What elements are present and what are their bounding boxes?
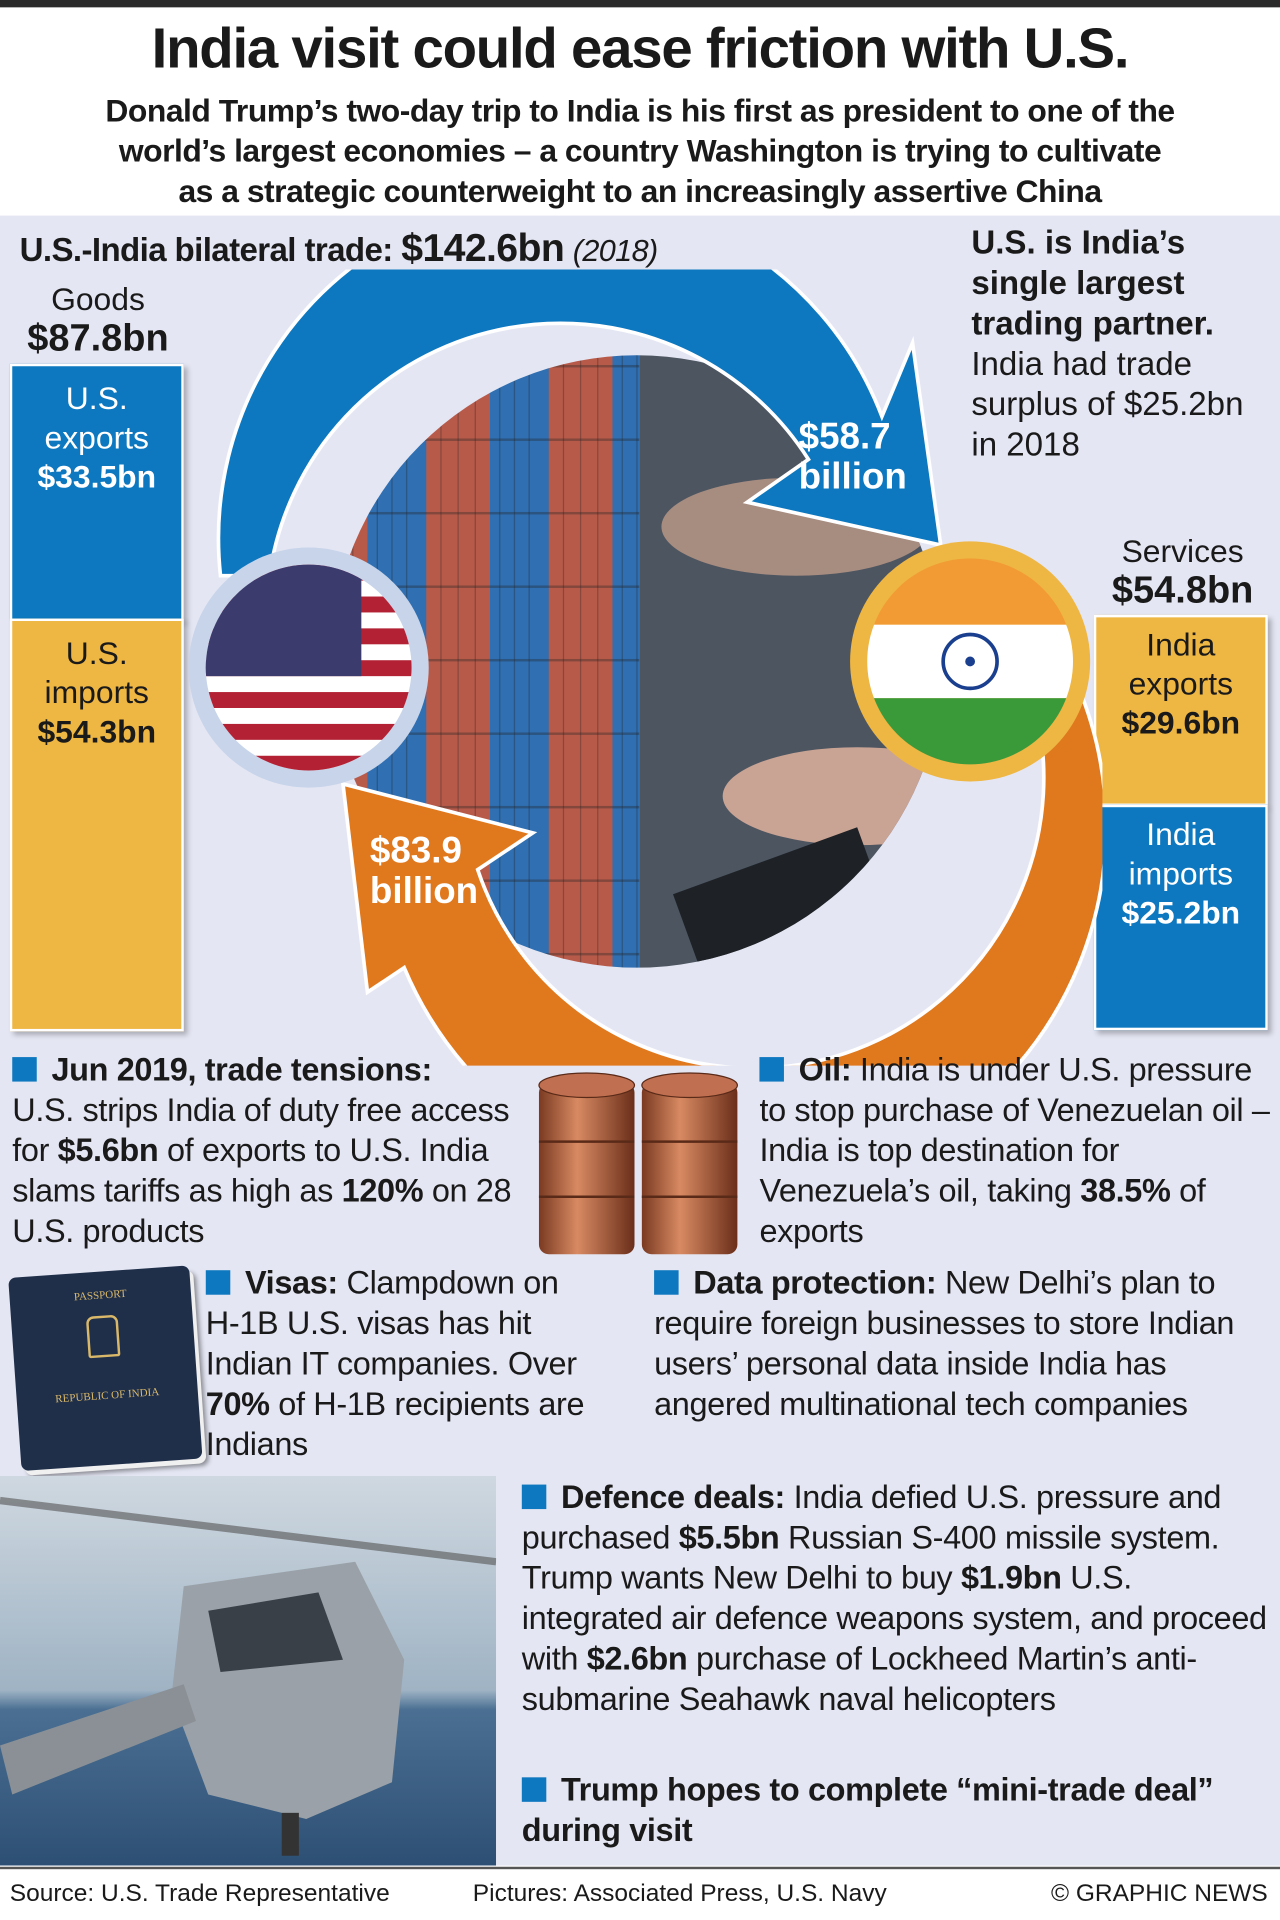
item-text: of exports: [759, 1172, 1206, 1250]
us-flag-icon: [188, 547, 429, 788]
note-line: U.S. is India’s: [971, 224, 1186, 261]
bar-label: India: [1146, 815, 1216, 853]
services-caption: Services $54.8bn: [1094, 532, 1272, 610]
india-imports-bar: India imports $25.2bn: [1093, 804, 1268, 1031]
item-figure: $1.9bn: [960, 1559, 1062, 1597]
bar-value: $29.6bn: [1121, 704, 1241, 742]
bullet-square-icon: [205, 1270, 231, 1295]
bar-label: exports: [44, 418, 149, 456]
top-rule: [0, 0, 1280, 8]
bullet-square-icon: [12, 1057, 37, 1082]
footer: Source: U.S. Trade Representative Pictur…: [0, 1866, 1280, 1916]
item-oil: Oil: India is under U.S. pressure to sto…: [759, 1050, 1273, 1252]
us-imports-bar: U.S. imports $54.3bn: [9, 618, 184, 1032]
note-line: surplus of $25.2bn: [971, 385, 1244, 423]
goods-caption: Goods $87.8bn: [12, 279, 183, 359]
item-text: India is under U.S. pressure to stop pur…: [759, 1050, 1270, 1209]
item-visas: Visas: Clampdown on H-1B U.S. visas has …: [205, 1263, 598, 1465]
passport-bottom-text: REPUBLIC OF INDIA: [54, 1385, 160, 1405]
item-heading: Trump hopes to complete “mini-trade deal…: [521, 1771, 1214, 1849]
largest-partner-note: U.S. is India’s single largest trading par…: [971, 223, 1243, 466]
orange-flow-arrow: [340, 684, 1103, 1066]
item-mini-trade-deal: Trump hopes to complete “mini-trade deal…: [521, 1770, 1257, 1851]
item-heading: Defence deals:: [561, 1478, 785, 1516]
bar-label: U.S.: [65, 379, 128, 417]
oil-barrels-image: [538, 1072, 739, 1255]
flow-value: $83.9: [369, 830, 462, 871]
passport-image: PASSPORT REPUBLIC OF INDIA: [8, 1265, 203, 1472]
item-heading: Oil:: [798, 1050, 852, 1088]
item-text: Russian S-400 missile system. Trump want…: [521, 1518, 1220, 1597]
trade-year: (2018): [572, 233, 658, 269]
bar-value: $33.5bn: [37, 458, 157, 495]
subtitle: Donald Trump’s two-day trip to India is …: [0, 91, 1280, 212]
item-text: of H-1B recipients are Indians: [205, 1385, 585, 1463]
headline: India visit could ease friction with U.S…: [151, 15, 1130, 80]
flow-unit: billion: [369, 870, 479, 912]
services-label: Services: [1121, 532, 1244, 570]
item-figure: 120%: [341, 1172, 424, 1209]
bar-label: imports: [1128, 854, 1234, 892]
bullet-square-icon: [759, 1057, 784, 1082]
subtitle-line: world’s largest economies – a country Wa…: [118, 132, 1162, 170]
bar-label: exports: [1128, 665, 1234, 702]
helicopter-photo: [0, 1476, 497, 1866]
trade-label: U.S.-India bilateral trade:: [19, 231, 394, 269]
item-heading: Visas:: [244, 1264, 338, 1301]
note-line: single largest: [971, 264, 1185, 302]
item-figure: $5.5bn: [678, 1518, 780, 1556]
india-flag-icon: [850, 541, 1091, 782]
subtitle-line: as a strategic counterweight to an incre…: [178, 172, 1102, 210]
emblem-icon: [85, 1314, 121, 1359]
bullet-square-icon: [521, 1777, 547, 1802]
item-text: New Delhi’s plan to require foreign busi…: [654, 1264, 1235, 1423]
item-figure: 38.5%: [1080, 1172, 1171, 1209]
item-text: Clampdown on H-1B U.S. visas has hit Ind…: [205, 1264, 577, 1382]
item-figure: $2.6bn: [586, 1640, 688, 1677]
footer-source: Source: U.S. Trade Representative: [9, 1880, 390, 1908]
item-heading: Jun 2019, trade tensions:: [51, 1050, 432, 1088]
item-text: purchase of Lockheed Martin’s anti-subma…: [521, 1640, 1197, 1718]
item-defence: Defence deals: India defied U.S. pressur…: [521, 1477, 1269, 1720]
bar-value: $25.2bn: [1121, 894, 1241, 931]
note-line: in 2018: [971, 426, 1080, 464]
bullet-square-icon: [521, 1484, 547, 1510]
bar-label: U.S.: [65, 634, 128, 672]
item-heading: Data protection:: [693, 1264, 937, 1301]
flow-unit: billion: [798, 456, 907, 498]
us-exports-bar: U.S. exports $33.5bn: [9, 363, 184, 622]
item-figure: $5.6bn: [57, 1131, 159, 1169]
item-text: U.S. integrated air defence weapons syst…: [521, 1559, 1267, 1677]
bar-label: imports: [44, 673, 149, 711]
item-text: of exports to U.S. India slams tariffs a…: [12, 1131, 489, 1209]
bilateral-trade-heading: U.S.-India bilateral trade: $142.6bn (20…: [19, 225, 659, 270]
bullet-square-icon: [654, 1270, 679, 1295]
subtitle-line: Donald Trump’s two-day trip to India is …: [105, 91, 1175, 129]
item-data-protection: Data protection: New Delhi’s plan to req…: [654, 1263, 1266, 1425]
trade-total: $142.6bn: [401, 225, 565, 270]
item-text: U.S. strips India of duty free access fo…: [12, 1091, 510, 1169]
item-text: India defied U.S. pressure and purchased: [521, 1478, 1222, 1556]
item-trade-tensions: Jun 2019, trade tensions: U.S. strips In…: [12, 1050, 526, 1252]
item-text: on 28 U.S. products: [12, 1172, 512, 1250]
india-exports-bar: India exports $29.6bn: [1093, 614, 1268, 806]
note-line: trading partner.: [971, 305, 1214, 342]
services-value: $54.8bn: [1111, 568, 1254, 612]
blue-flow-arrow: [216, 269, 943, 578]
flow-value: $58.7: [798, 416, 891, 457]
note-line: India had trade: [971, 345, 1192, 383]
trade-flow-graphic: [188, 269, 1103, 1066]
flow-to-india-label: $58.7 billion: [799, 416, 907, 497]
goods-value: $87.8bn: [27, 316, 169, 359]
footer-pictures: Pictures: Associated Press, U.S. Navy: [472, 1880, 887, 1908]
bar-label: India: [1146, 625, 1216, 663]
flow-to-us-label: $83.9 billion: [370, 830, 478, 911]
passport-top-text: PASSPORT: [73, 1286, 128, 1303]
bar-value: $54.3bn: [37, 712, 157, 750]
goods-label: Goods: [51, 280, 145, 318]
footer-credit: © GRAPHIC NEWS: [1050, 1880, 1268, 1908]
item-figure: 70%: [205, 1385, 270, 1423]
